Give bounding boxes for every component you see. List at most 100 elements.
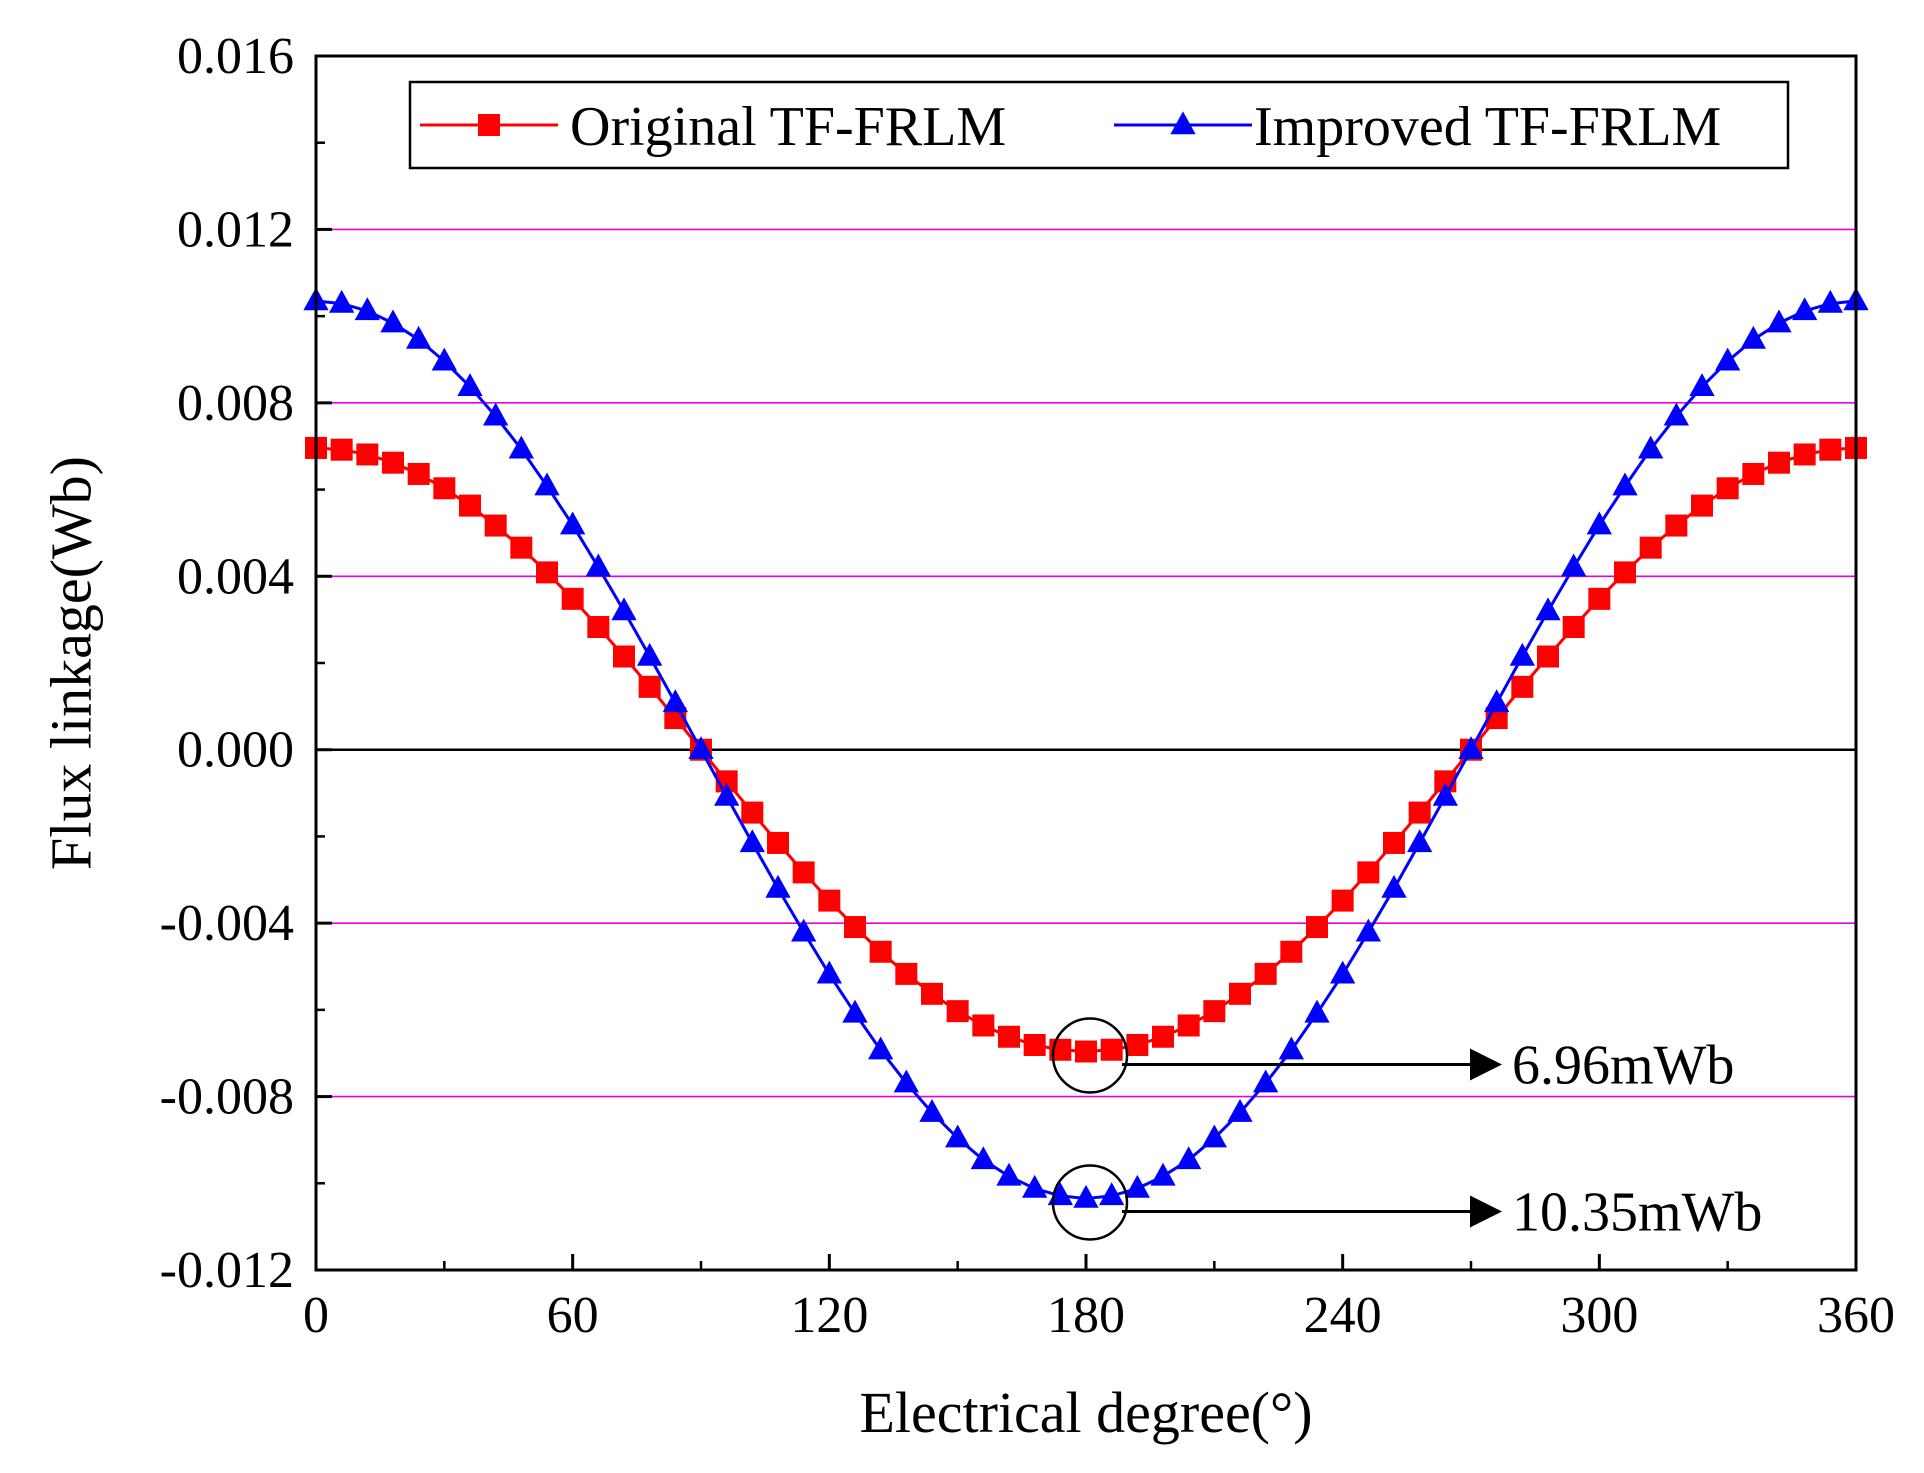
data-point-square [1665, 514, 1688, 537]
data-point-square [1408, 801, 1431, 824]
data-point-square [356, 443, 379, 466]
y-axis-title: Flux linkage(Wb) [38, 456, 103, 870]
data-point-square [998, 1025, 1020, 1048]
data-point-triangle [1407, 829, 1433, 853]
data-point-square [484, 514, 507, 537]
data-point-square [433, 477, 456, 500]
data-point-triangle [662, 689, 688, 713]
data-point-square [1254, 962, 1277, 985]
data-point-square [1383, 831, 1405, 854]
data-point-square [946, 1000, 969, 1023]
data-point-square [1768, 451, 1790, 474]
data-point-triangle [1170, 111, 1196, 135]
y-tick-label: 0.004 [177, 548, 294, 605]
data-point-square [1075, 1040, 1097, 1063]
data-point-square [1152, 1025, 1174, 1048]
data-point-triangle [380, 309, 406, 333]
data-point-square [587, 616, 610, 639]
x-tick-label: 180 [1047, 1287, 1125, 1344]
data-point-triangle [534, 472, 560, 496]
data-point-triangle [1253, 1069, 1279, 1093]
data-point-triangle [1458, 736, 1484, 759]
data-point-square [1691, 494, 1713, 517]
data-point-square [972, 1014, 995, 1037]
data-point-triangle [1509, 642, 1535, 666]
x-tick-label: 60 [547, 1287, 599, 1344]
gridlines [316, 228, 1856, 1098]
data-point-triangle [945, 1124, 971, 1148]
data-point-triangle [560, 511, 586, 535]
data-point-triangle [1638, 435, 1664, 459]
data-point-square [407, 462, 430, 485]
data-point-triangle [431, 347, 457, 371]
data-point-square [1716, 477, 1739, 500]
data-point-square [1023, 1033, 1046, 1056]
data-point-square [1280, 940, 1303, 963]
data-point-square [1357, 861, 1380, 884]
data-point-triangle [1766, 309, 1792, 333]
data-point-square [1511, 675, 1534, 698]
data-point-triangle [970, 1146, 996, 1170]
data-point-square [1793, 443, 1816, 466]
annotation-arrowhead [1470, 1195, 1502, 1228]
data-point-triangle [1099, 1182, 1125, 1206]
data-point-square [1100, 1038, 1123, 1061]
y-tick-label: -0.004 [160, 895, 294, 952]
data-point-triangle [996, 1162, 1022, 1186]
annotation-arrowhead [1470, 1048, 1502, 1081]
data-point-square [1742, 462, 1765, 485]
y-tick-label: 0.008 [177, 375, 294, 432]
data-point-square [1229, 982, 1251, 1005]
plot-series [303, 287, 1869, 1208]
data-point-triangle [919, 1098, 945, 1122]
data-point-square [1177, 1014, 1200, 1037]
data-point-square [1562, 616, 1585, 639]
data-point-triangle [1124, 1174, 1150, 1198]
data-point-triangle [1715, 347, 1741, 371]
data-point-triangle [868, 1036, 894, 1060]
data-point-triangle [1740, 325, 1766, 349]
y-tick-label: 0.000 [177, 722, 294, 779]
data-point-triangle [739, 829, 765, 853]
data-point-square [510, 536, 533, 559]
y-tick-label: 0.012 [177, 201, 294, 258]
data-point-square [818, 889, 841, 912]
x-tick-label: 0 [303, 1287, 329, 1344]
data-point-square [741, 801, 764, 824]
data-point-square [1537, 645, 1559, 668]
data-point-square [1306, 916, 1328, 939]
data-point-triangle [1201, 1124, 1227, 1148]
data-point-triangle [688, 736, 714, 759]
annotations: 6.96mWb 10.35mWb [1051, 1017, 1762, 1243]
data-point-triangle [842, 999, 868, 1023]
data-point-square [1614, 561, 1636, 584]
legend: Original TF-FRLM Improved TF-FRLM [408, 80, 1790, 170]
data-point-square [330, 438, 353, 461]
legend-label: Improved TF-FRLM [1254, 96, 1721, 158]
data-point-triangle [1022, 1174, 1048, 1198]
data-point-triangle [1355, 918, 1381, 942]
data-point-triangle [1792, 297, 1818, 321]
data-point-triangle [1484, 689, 1510, 713]
data-point-triangle [354, 297, 380, 321]
legend-box [408, 80, 1790, 170]
data-point-square [869, 940, 892, 963]
data-point-square [613, 645, 635, 668]
data-point-square [1331, 889, 1354, 912]
data-point-square [561, 587, 584, 610]
data-point-triangle [1535, 597, 1561, 621]
data-point-triangle [508, 435, 534, 459]
data-point-triangle [406, 325, 432, 349]
data-point-triangle [791, 918, 817, 942]
data-point-triangle [1432, 782, 1458, 806]
data-point-triangle [893, 1069, 919, 1093]
data-point-triangle [1561, 553, 1587, 577]
data-point-square [638, 675, 661, 698]
data-point-triangle [329, 289, 355, 313]
x-tick-label: 300 [1560, 1287, 1638, 1344]
highlight-circle [1051, 1017, 1129, 1094]
data-point-triangle [585, 553, 611, 577]
data-point-triangle [1586, 511, 1612, 535]
data-point-triangle [1612, 472, 1638, 496]
data-point-square [478, 114, 500, 136]
